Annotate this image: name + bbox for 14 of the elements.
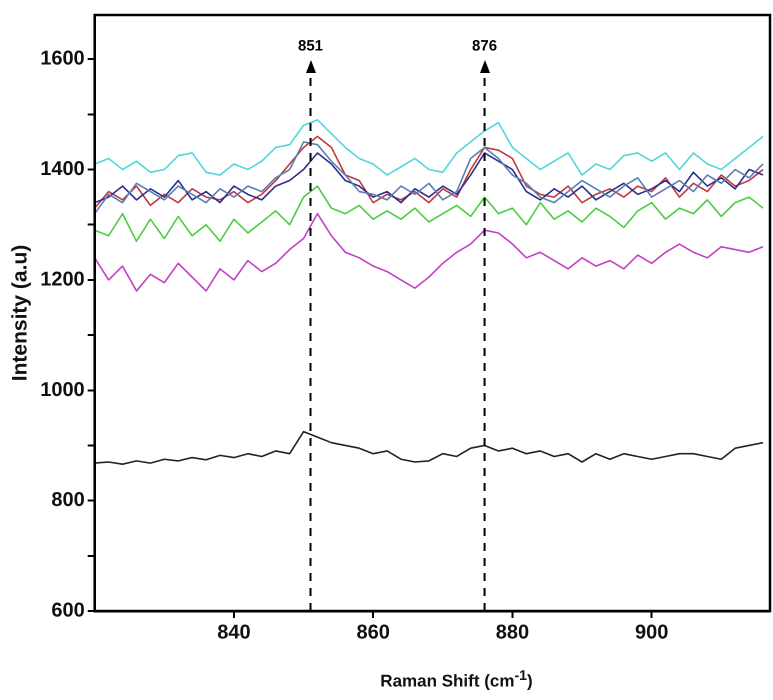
y-tick-label: 1000: [40, 378, 85, 401]
y-tick-label: 600: [51, 600, 85, 622]
x-tick-label: 840: [217, 622, 251, 644]
ref-line-label: 876: [472, 38, 498, 55]
x-tick-label: 860: [356, 622, 390, 644]
y-tick-label: 1200: [40, 268, 85, 290]
x-tick-label: 900: [634, 622, 668, 644]
y-tick-label: 1600: [40, 48, 85, 70]
x-axis-title: Raman Shift (cm$^{-1}$): [379, 668, 534, 692]
y-tick-label: 800: [51, 489, 85, 512]
y-axis-title: Intensity (a.u): [8, 244, 32, 382]
y-tick-label: 1400: [40, 158, 85, 180]
ref-line-label: 851: [298, 38, 324, 55]
x-tick-label: 880: [496, 622, 530, 644]
